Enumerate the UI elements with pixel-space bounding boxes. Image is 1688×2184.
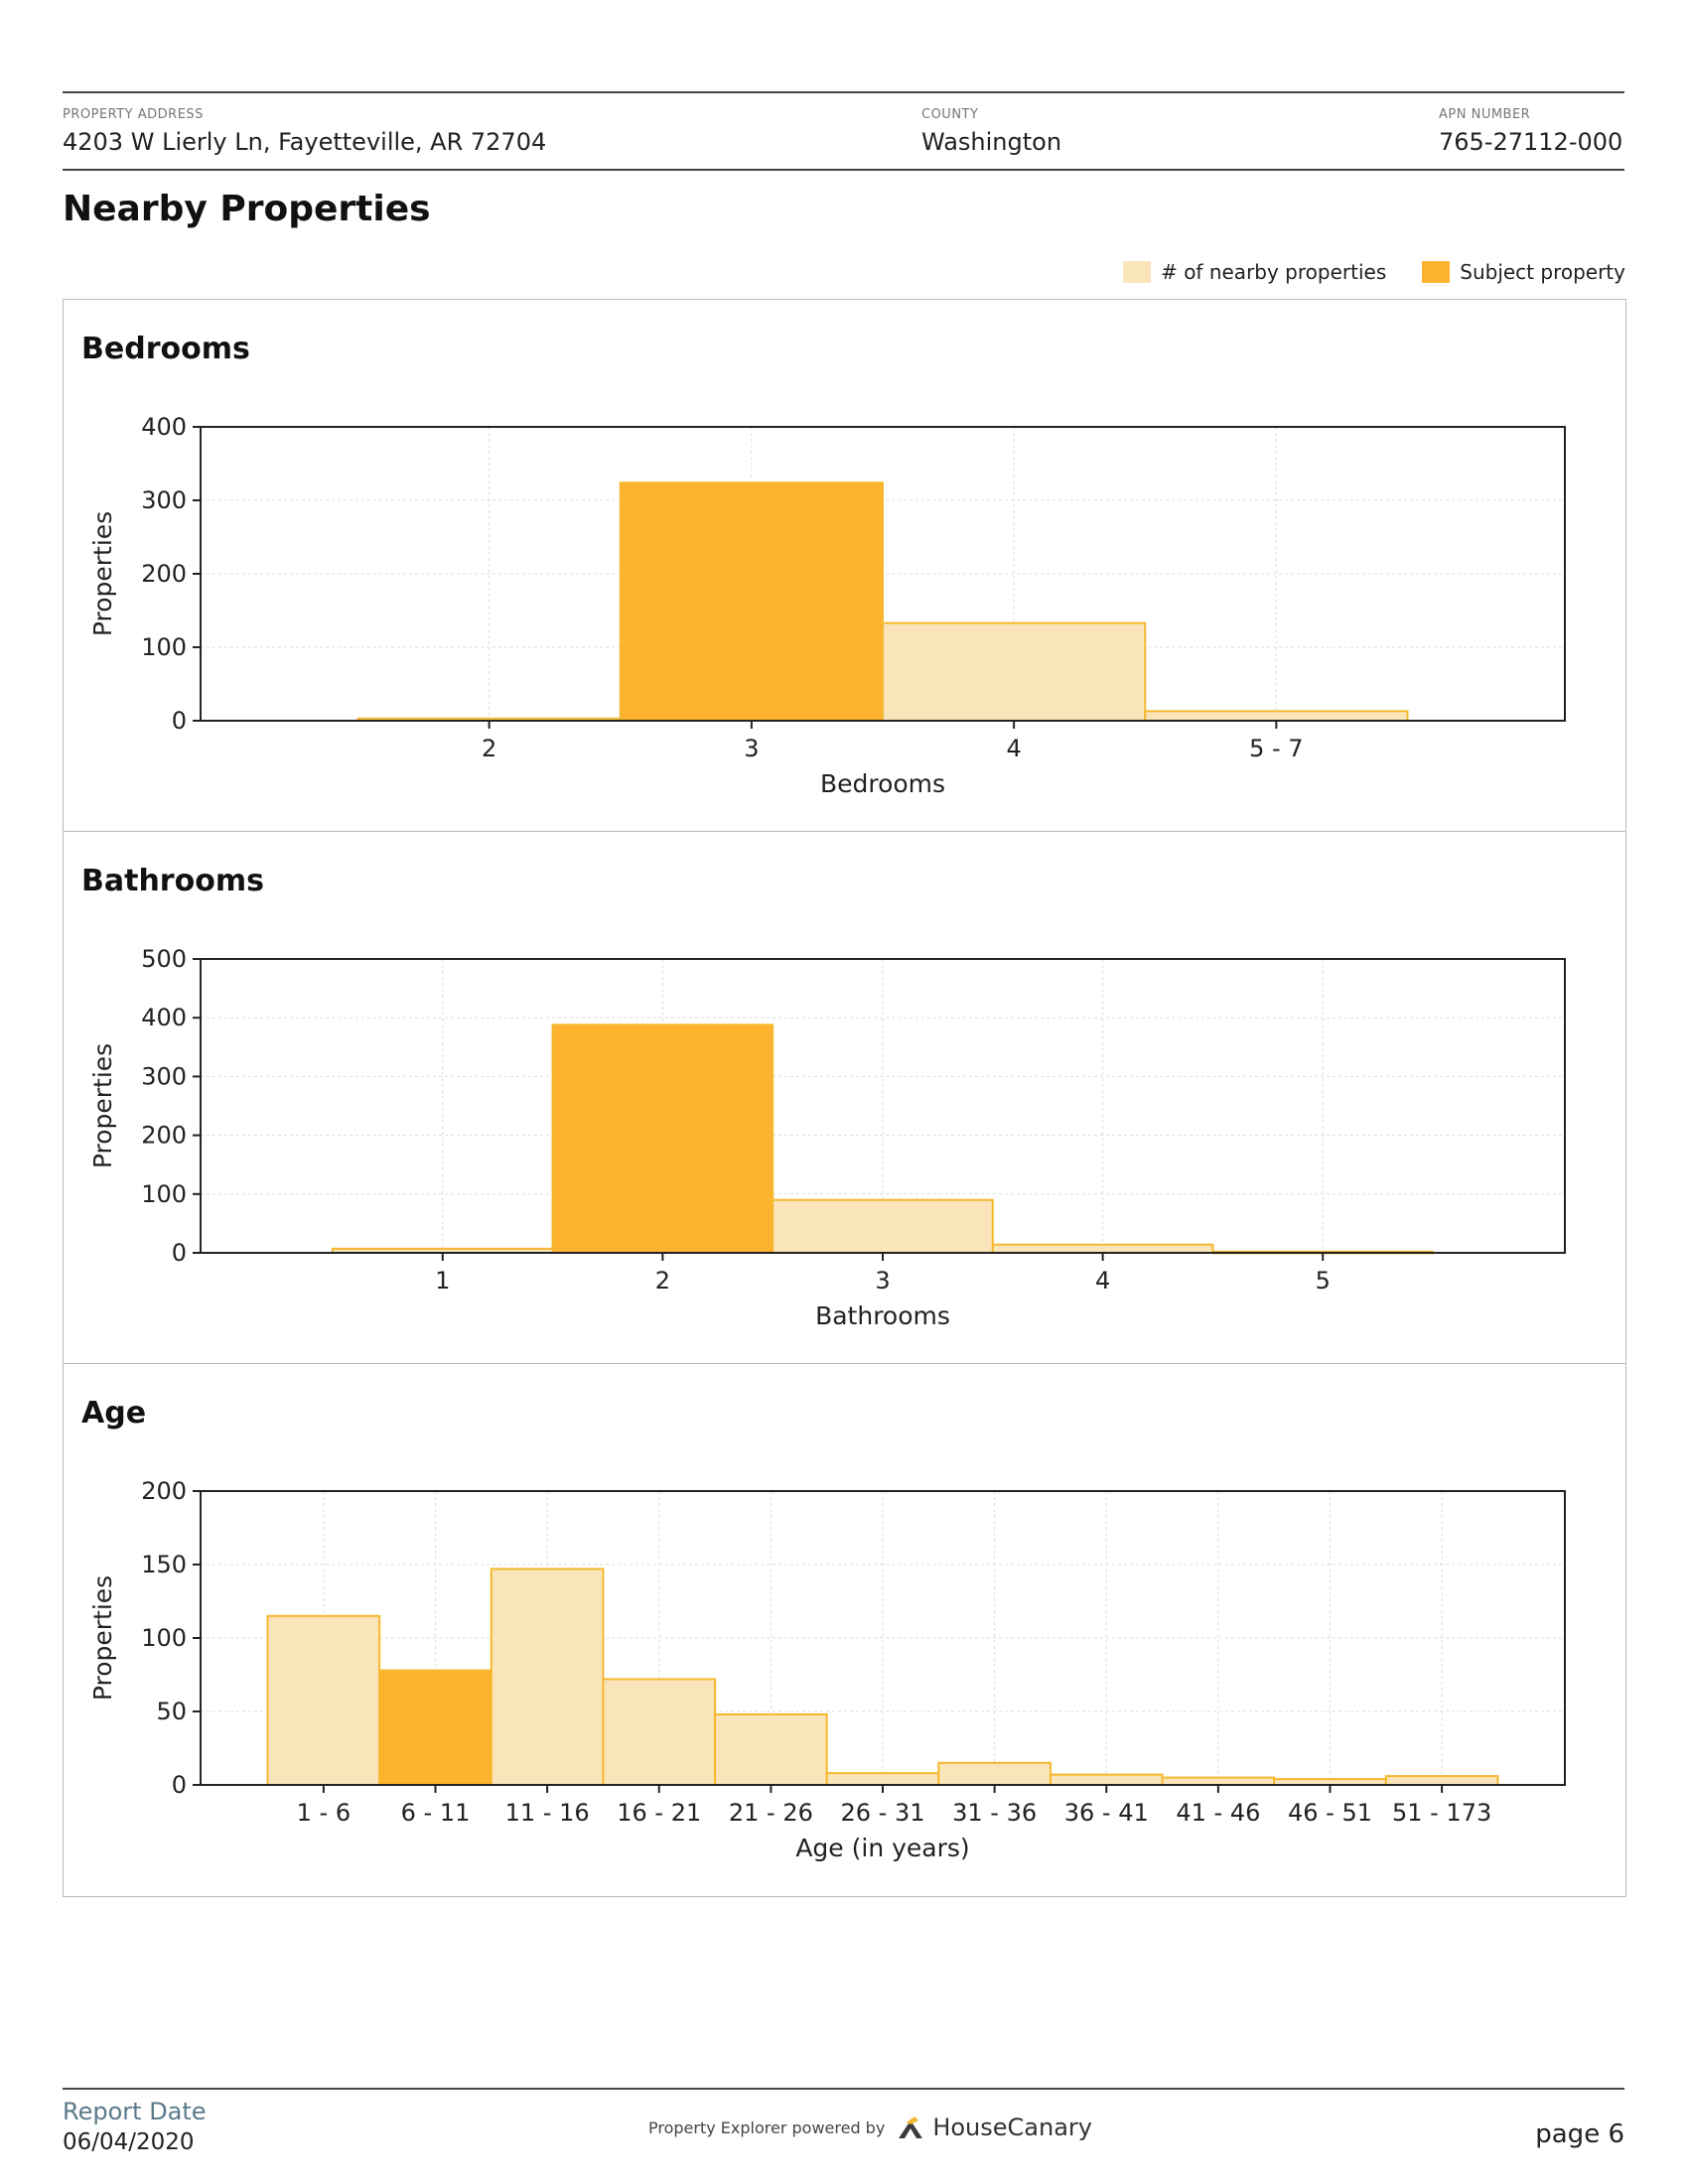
y-tick-label: 100 (141, 633, 187, 661)
x-tick-label: 36 - 41 (1064, 1799, 1149, 1827)
address-label: PROPERTY ADDRESS (63, 107, 204, 122)
y-tick-label: 0 (172, 1239, 187, 1267)
bar-age-8 (1161, 1776, 1276, 1787)
bar-bedrooms-2 (882, 621, 1147, 722)
x-tick-label: 46 - 51 (1288, 1799, 1372, 1827)
apn-value: 765-27112-000 (1439, 128, 1623, 156)
bar-age-0 (266, 1614, 381, 1786)
legend-nearby: # of nearby properties (1123, 260, 1386, 284)
y-tick-label: 500 (141, 945, 187, 973)
legend-subject-label: Subject property (1460, 260, 1625, 284)
y-tick-label: 0 (172, 707, 187, 735)
x-tick-label: 4 (1006, 735, 1021, 762)
county-value: Washington (921, 128, 1062, 156)
y-tick-label: 100 (141, 1180, 187, 1208)
page-title: Nearby Properties (63, 189, 431, 229)
housecanary-logo-icon (899, 2116, 923, 2138)
apn-block: APN NUMBER 765-27112-000 (1439, 107, 1622, 156)
bar-age-3 (602, 1678, 717, 1786)
page-number: page 6 (1535, 2119, 1624, 2149)
bar-bathrooms-1 (551, 1024, 774, 1254)
y-tick-label: 200 (141, 560, 187, 588)
bedrooms-chart: 0 100 200 300 400 2 3 4 5 - 7 Bedrooms Properties (88, 413, 1566, 798)
bathrooms-panel: Bathrooms 0 100 200 300 400 500 1 2 3 4 5 Bathrooms… (64, 832, 1625, 1364)
x-tick-label: 3 (744, 735, 759, 762)
x-tick-label: 16 - 21 (617, 1799, 701, 1827)
bedrooms-panel: Bedrooms 0 100 200 300 400 2 3 4 5 - 7 Bedrooms Pr… (64, 300, 1625, 832)
county-block: COUNTY Washington (921, 107, 1061, 156)
legend-subject-swatch (1422, 261, 1451, 283)
age-chart-title: Age (81, 1396, 147, 1431)
x-tick-label: 11 - 16 (505, 1799, 590, 1827)
x-tick-label: 31 - 36 (952, 1799, 1037, 1827)
footer: Report Date 06/04/2020 Property Explorer… (63, 2088, 1624, 2159)
x-tick-label: 2 (482, 735, 496, 762)
x-axis-label: Bedrooms (820, 769, 945, 798)
x-tick-label: 6 - 11 (401, 1799, 471, 1827)
y-tick-label: 0 (172, 1771, 187, 1799)
x-tick-label: 3 (875, 1267, 890, 1295)
y-tick-label: 300 (141, 486, 187, 514)
age-panel: Age 0 50 100 150 200 1 - 6 6 - 11 11 - 16 16 - 2… (64, 1364, 1625, 1896)
x-axis-label: Bathrooms (815, 1301, 950, 1330)
brand-block: Property Explorer powered by HouseCanary (648, 2114, 1092, 2141)
report-date: 06/04/2020 (63, 2129, 195, 2155)
report-date-label: Report Date (63, 2098, 207, 2125)
bathrooms-chart: 0 100 200 300 400 500 1 2 3 4 5 Bathrooms Properties (88, 945, 1566, 1330)
bathrooms-chart-title: Bathrooms (81, 864, 264, 898)
bar-age-10 (1384, 1775, 1499, 1786)
x-tick-label: 1 (435, 1267, 450, 1295)
y-tick-label: 200 (141, 1122, 187, 1150)
x-tick-label: 4 (1095, 1267, 1110, 1295)
apn-label: APN NUMBER (1439, 107, 1531, 122)
bar-bedrooms-3 (1144, 710, 1409, 723)
chart-legend: # of nearby properties Subject property (1087, 260, 1625, 284)
bar-bathrooms-3 (991, 1243, 1214, 1255)
bar-age-4 (714, 1712, 828, 1786)
x-axis-label: Age (in years) (795, 1834, 969, 1862)
legend-nearby-swatch (1123, 261, 1152, 283)
legend-nearby-label: # of nearby properties (1161, 260, 1387, 284)
y-axis-label: Properties (88, 1043, 117, 1168)
x-tick-label: 21 - 26 (729, 1799, 813, 1827)
bar-age-2 (490, 1568, 605, 1786)
y-tick-label: 300 (141, 1062, 187, 1090)
x-tick-label: 51 - 173 (1392, 1799, 1491, 1827)
powered-by-text: Property Explorer powered by (648, 2117, 886, 2137)
legend-subject: Subject property (1422, 260, 1625, 284)
x-tick-label: 26 - 31 (841, 1799, 925, 1827)
x-tick-label: 41 - 46 (1176, 1799, 1260, 1827)
x-tick-label: 5 (1316, 1267, 1331, 1295)
property-header: PROPERTY ADDRESS 4203 W Lierly Ln, Fayet… (63, 91, 1624, 171)
y-tick-label: 400 (141, 1004, 187, 1031)
y-axis-label: Properties (88, 1575, 117, 1701)
y-tick-label: 50 (156, 1698, 187, 1725)
age-chart: 0 50 100 150 200 1 - 6 6 - 11 11 - 16 16 - 21 21 … (88, 1477, 1566, 1862)
y-tick-label: 100 (141, 1624, 187, 1652)
brand-name: HouseCanary (932, 2114, 1092, 2141)
bar-age-1 (378, 1669, 492, 1786)
bar-bathrooms-2 (772, 1198, 994, 1254)
charts-container: Bedrooms 0 100 200 300 400 2 3 4 5 - 7 Bedrooms Pr… (63, 299, 1626, 1897)
bar-bedrooms-1 (619, 481, 884, 722)
property-address: 4203 W Lierly Ln, Fayetteville, AR 72704 (63, 128, 547, 156)
address-block: PROPERTY ADDRESS 4203 W Lierly Ln, Fayet… (63, 107, 546, 156)
bar-age-7 (1049, 1773, 1164, 1787)
x-tick-label: 2 (655, 1267, 670, 1295)
county-label: COUNTY (921, 107, 979, 122)
x-tick-label: 5 - 7 (1249, 735, 1303, 762)
bar-age-5 (825, 1772, 940, 1787)
x-tick-label: 1 - 6 (297, 1799, 351, 1827)
y-tick-label: 200 (141, 1477, 187, 1505)
bar-age-6 (937, 1761, 1052, 1786)
y-tick-label: 400 (141, 413, 187, 441)
y-axis-label: Properties (88, 511, 117, 636)
y-tick-label: 150 (141, 1551, 187, 1578)
bedrooms-chart-title: Bedrooms (81, 332, 250, 366)
